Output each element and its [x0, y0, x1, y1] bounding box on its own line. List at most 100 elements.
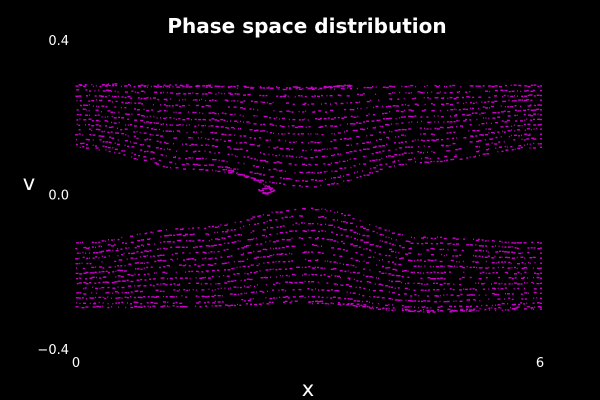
scatter-point: [153, 97, 156, 99]
scatter-point: [298, 288, 302, 291]
scatter-point: [120, 129, 123, 131]
scatter-point: [105, 240, 106, 242]
scatter-point: [224, 99, 228, 101]
scatter-point: [530, 115, 534, 117]
scatter-point: [507, 309, 510, 311]
scatter-point: [95, 252, 99, 254]
scatter-point: [365, 275, 369, 278]
scatter-point: [472, 266, 475, 268]
scatter-point: [434, 237, 437, 240]
scatter-point: [527, 134, 531, 136]
scatter-point: [520, 85, 522, 87]
scatter-point: [113, 122, 117, 124]
scatter-point: [150, 255, 152, 258]
scatter-point: [95, 109, 99, 111]
scatter-point: [175, 163, 177, 165]
scatter-point: [144, 150, 146, 153]
scatter-point: [117, 238, 120, 241]
scatter-point: [85, 283, 89, 285]
scatter-point: [233, 261, 235, 263]
scatter-point: [358, 260, 360, 263]
scatter-point: [418, 306, 419, 309]
scatter-point: [344, 108, 347, 111]
scatter-point: [171, 124, 173, 126]
scatter-point: [271, 301, 274, 303]
scatter-point: [208, 119, 211, 121]
scatter-point: [98, 296, 102, 299]
scatter-point: [93, 303, 97, 305]
scatter-point: [159, 141, 162, 143]
scatter-point: [439, 85, 441, 87]
scatter-point: [94, 95, 97, 97]
scatter-point: [121, 301, 124, 304]
scatter-point: [94, 242, 97, 244]
scatter-point: [305, 110, 307, 112]
scatter-point: [314, 209, 318, 211]
scatter-point: [317, 245, 319, 247]
scatter-point: [288, 125, 290, 127]
scatter-point: [337, 153, 340, 155]
scatter-point: [229, 287, 231, 289]
scatter-point: [350, 302, 354, 305]
scatter-point: [452, 243, 455, 246]
scatter-point: [474, 299, 476, 302]
scatter-point: [194, 118, 197, 121]
scatter-point: [366, 262, 369, 264]
scatter-point: [89, 257, 91, 259]
scatter-point: [233, 106, 237, 108]
scatter-point: [281, 253, 284, 255]
scatter-point: [495, 251, 499, 253]
scatter-point: [492, 272, 495, 274]
scatter-point: [534, 261, 536, 264]
scatter-point: [350, 303, 353, 306]
scatter-point: [426, 139, 430, 142]
scatter-point: [340, 248, 342, 250]
scatter-point: [278, 247, 281, 249]
scatter-point: [256, 145, 260, 147]
scatter-point: [475, 239, 479, 242]
scatter-point: [110, 142, 112, 144]
scatter-point: [307, 229, 309, 231]
scatter-point: [314, 172, 316, 174]
scatter-point: [281, 125, 285, 128]
scatter-point: [89, 134, 92, 136]
scatter-point: [402, 163, 405, 166]
scatter-point: [321, 216, 325, 218]
scatter-point: [242, 265, 246, 268]
scatter-point: [152, 104, 154, 106]
scatter-point: [397, 98, 400, 100]
scatter-point: [304, 266, 307, 269]
scatter-point: [85, 306, 89, 308]
scatter-point: [275, 240, 279, 242]
scatter-point: [264, 187, 268, 189]
scatter-point: [139, 131, 141, 134]
scatter-point: [328, 224, 332, 226]
scatter-point: [282, 225, 285, 227]
scatter-point: [444, 85, 445, 88]
scatter-point: [149, 115, 151, 117]
scatter-point: [527, 292, 529, 294]
scatter-point: [263, 166, 264, 169]
scatter-point: [341, 240, 344, 243]
scatter-point: [279, 177, 282, 179]
scatter-point: [266, 101, 268, 104]
scatter-point: [78, 297, 81, 299]
scatter-point: [352, 264, 355, 267]
scatter-point: [468, 310, 472, 312]
scatter-point: [359, 94, 363, 96]
scatter-point: [368, 306, 370, 308]
scatter-point: [344, 131, 345, 133]
scatter-point: [504, 271, 508, 274]
scatter-point: [185, 86, 189, 88]
scatter-point: [427, 311, 430, 313]
scatter-point: [347, 85, 351, 88]
scatter-point: [159, 266, 161, 269]
scatter-point: [76, 278, 79, 280]
scatter-point: [514, 148, 516, 150]
scatter-point: [491, 101, 495, 103]
scatter-point: [388, 279, 390, 282]
scatter-point: [376, 296, 380, 298]
scatter-point: [407, 270, 409, 272]
scatter-point: [537, 267, 540, 270]
scatter-point: [101, 255, 103, 257]
